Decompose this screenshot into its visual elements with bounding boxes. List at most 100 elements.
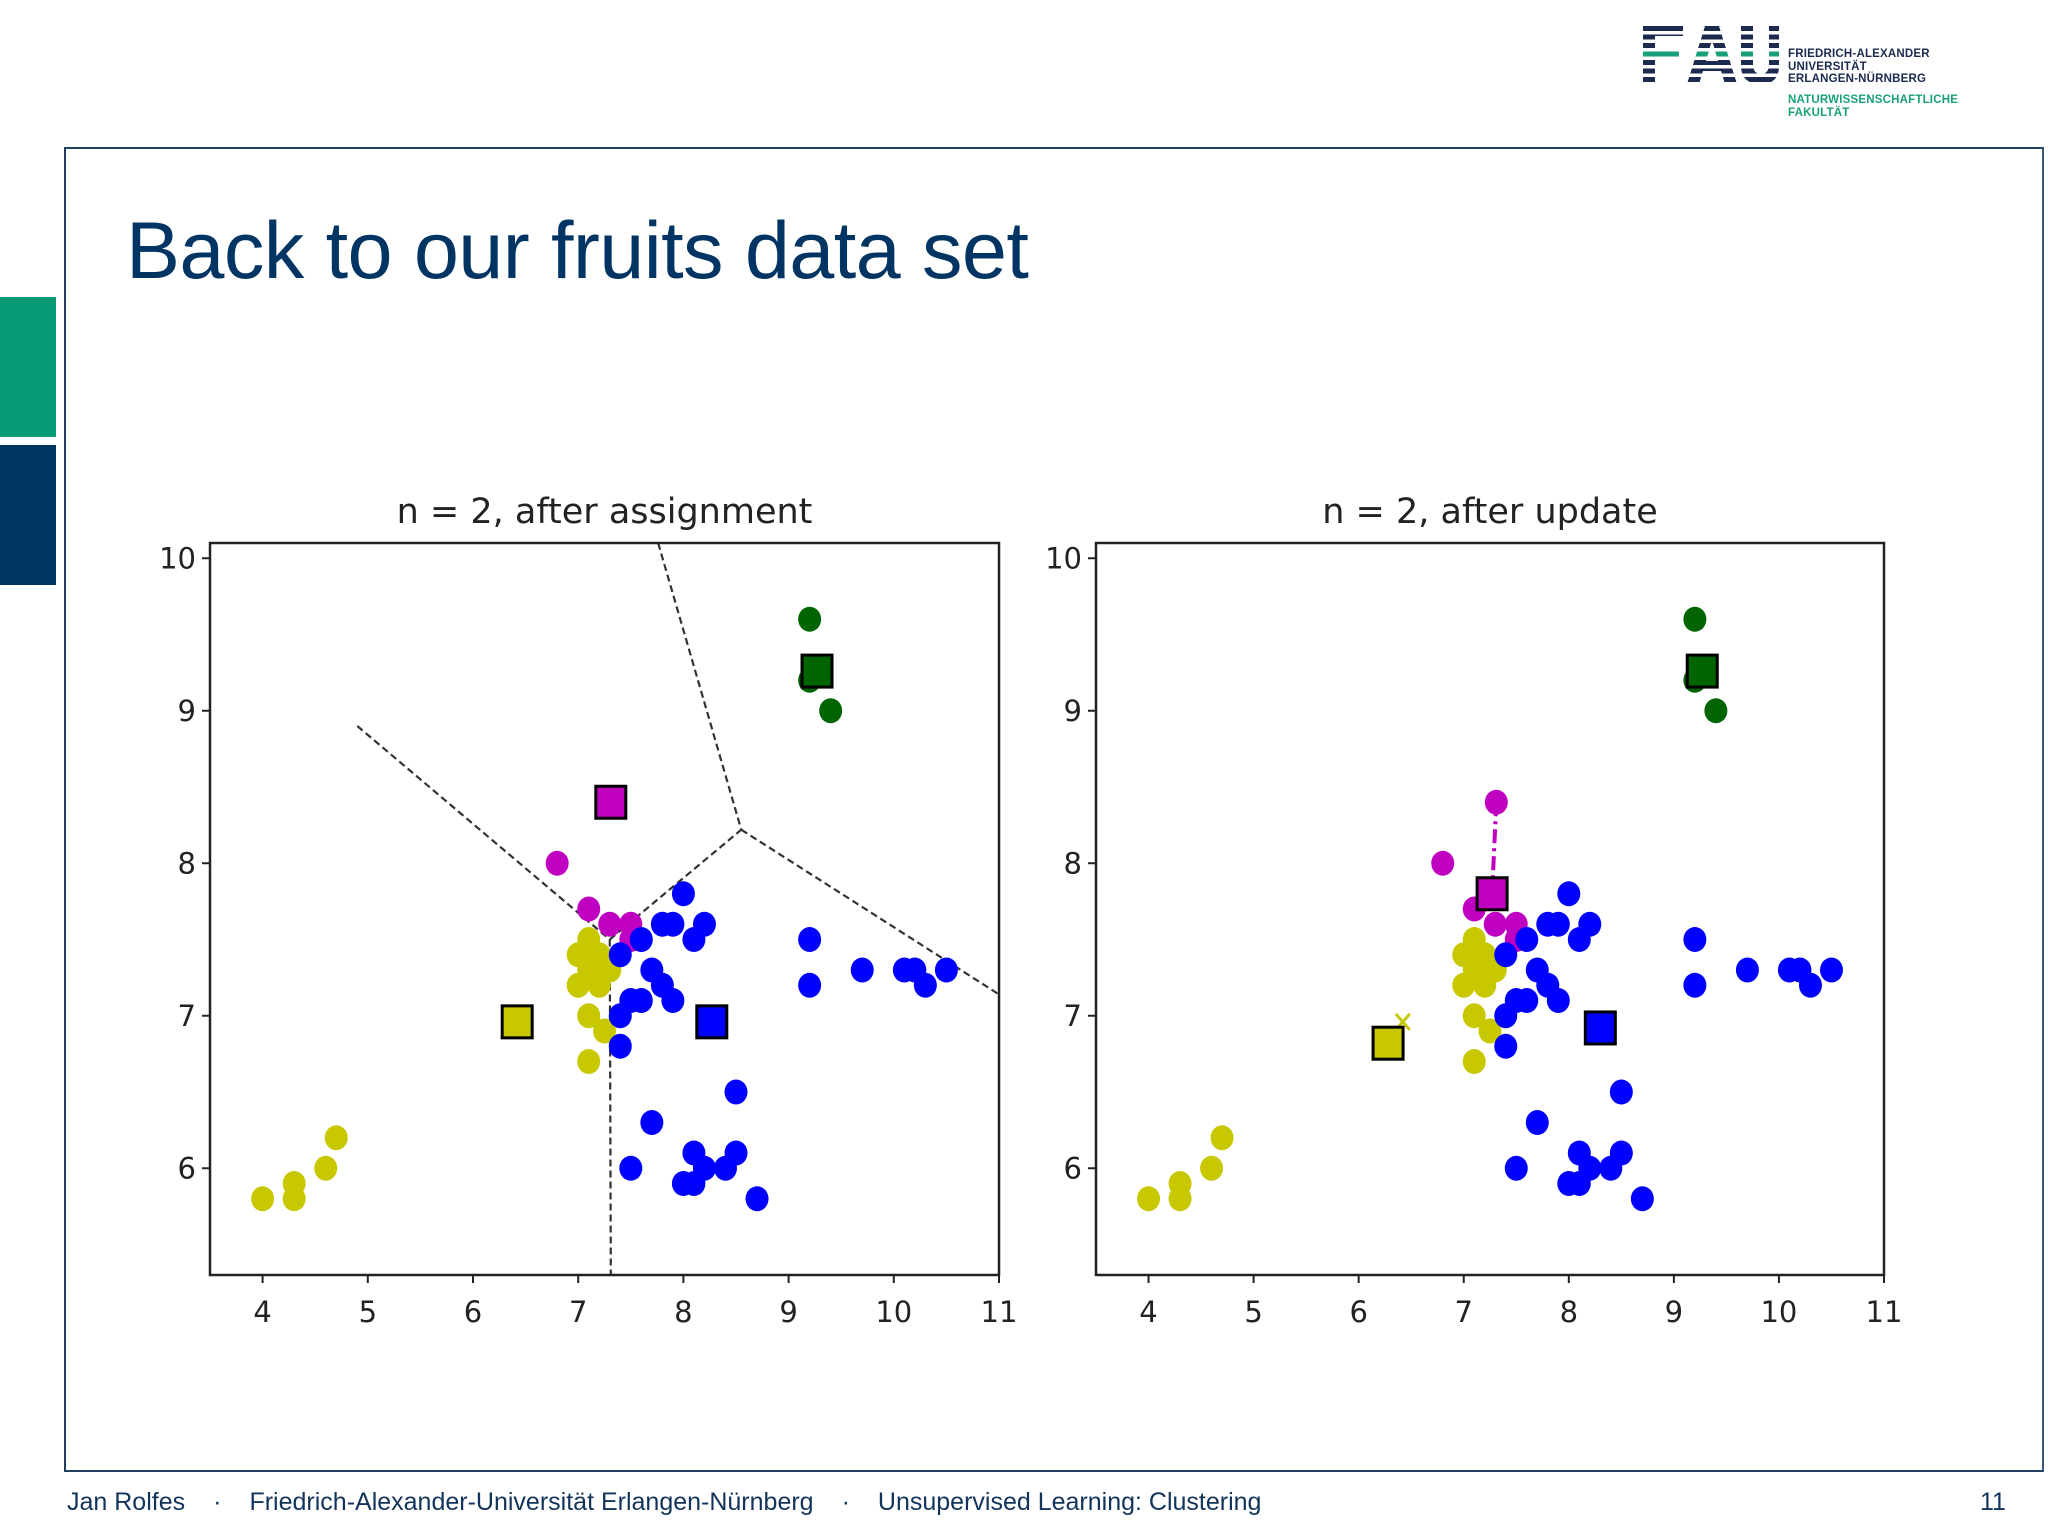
data-point [1515, 988, 1539, 1013]
voronoi-boundary [356, 725, 611, 941]
x-tick-label: 7 [569, 1295, 587, 1329]
y-tick-label: 6 [178, 1151, 196, 1185]
x-tick-label: 10 [875, 1295, 912, 1329]
data-point [682, 1171, 706, 1196]
faculty-name-line: FAKULTÄT [1788, 106, 1850, 119]
slide-title: Back to our fruits data set [126, 206, 1029, 296]
data-point [577, 957, 601, 983]
data-point [640, 1110, 664, 1135]
data-point [1683, 606, 1707, 632]
data-point [619, 1155, 643, 1181]
data-point [1483, 911, 1507, 937]
plot-title: n = 2, after assignment [397, 492, 813, 532]
side-accent-blue [0, 445, 56, 585]
data-point [1210, 1125, 1234, 1151]
scatter-plot-after-update: n = 2, after update 4 5 6 7 8 9 10 11 6 7 8 9 10 [1045, 492, 1902, 1329]
centroid-marker [594, 784, 628, 820]
data-point [324, 1125, 348, 1151]
data-point [1515, 927, 1539, 952]
plot-area [210, 543, 999, 1275]
data-point [1630, 1186, 1654, 1212]
x-tick-label: 9 [779, 1295, 797, 1329]
axes-frame [208, 541, 1001, 1277]
university-name-line: FRIEDRICH-ALEXANDER [1788, 48, 1930, 60]
y-tick-label: 7 [1064, 999, 1082, 1033]
data-point [1819, 957, 1843, 983]
data-point [1567, 1171, 1591, 1196]
footer: Jan Rolfes · Friedrich-Alexander-Univers… [67, 1488, 1261, 1517]
x-tick-label: 4 [253, 1295, 271, 1329]
data-point [593, 1018, 616, 1044]
x-tick-label: 5 [359, 1295, 377, 1329]
data-point [798, 927, 822, 952]
data-point [1546, 911, 1570, 937]
data-point [577, 927, 601, 952]
data-point [1609, 1079, 1633, 1105]
axes-frame [1094, 541, 1886, 1277]
data-point [1431, 850, 1455, 876]
data-point [850, 957, 874, 983]
plot-title: n = 2, after update [1322, 492, 1658, 532]
data-point [934, 957, 958, 983]
x-tick-label: 6 [1349, 1295, 1367, 1329]
data-point [1462, 957, 1486, 983]
y-tick-label: 9 [178, 694, 196, 728]
data-point [282, 1171, 306, 1196]
data-point [1462, 1003, 1486, 1029]
scatter-plot-after-assignment: n = 2, after assignment 4 5 6 7 8 9 10 11 6 7 8 9 10 [159, 492, 1017, 1329]
footer-institution: Friedrich-Alexander-Universität Erlangen… [249, 1488, 814, 1516]
x-tick-label: 6 [464, 1295, 482, 1329]
data-point [724, 1079, 748, 1105]
data-point [1798, 972, 1822, 998]
page-number: 11 [1980, 1488, 2006, 1516]
university-name: FRIEDRICH-ALEXANDER UNIVERSITÄT ERLANGEN… [1788, 48, 1930, 86]
fau-logo: FRIEDRICH-ALEXANDER UNIVERSITÄT ERLANGEN… [1643, 26, 1973, 122]
previous-centroid [1484, 789, 1508, 815]
data-point [913, 972, 937, 998]
data-point [1462, 1049, 1486, 1074]
data-point [745, 1186, 769, 1212]
data-point [661, 988, 685, 1013]
centroid-marker [800, 653, 834, 689]
data-point [629, 927, 653, 952]
university-name-line: UNIVERSITÄT [1788, 60, 1867, 73]
centroid-marker [1685, 653, 1719, 689]
x-tick-label: 8 [674, 1295, 692, 1329]
y-tick-label: 10 [1045, 541, 1082, 575]
x-tick-label: 7 [1455, 1295, 1473, 1329]
data-point [1478, 1018, 1502, 1044]
centroid-marker [1583, 1010, 1617, 1046]
data-point [1137, 1186, 1161, 1212]
voronoi-boundary [657, 542, 743, 831]
faculty-name-line: NATURWISSENSCHAFTLICHE [1788, 94, 1959, 106]
data-point [577, 1003, 601, 1029]
data-point [1200, 1155, 1224, 1181]
footer-author: Jan Rolfes [67, 1488, 186, 1516]
y-tick-label: 9 [1064, 694, 1082, 728]
data-point [798, 606, 822, 632]
data-point [1494, 1033, 1518, 1059]
fau-logo-mark-icon [1643, 26, 1779, 82]
data-point [314, 1155, 338, 1181]
data-point [661, 911, 685, 937]
data-point [1462, 927, 1486, 952]
data-point [798, 972, 822, 998]
data-point [819, 698, 843, 724]
slide-frame [64, 147, 2044, 1472]
data-point [545, 850, 569, 876]
x-tick-label: 8 [1560, 1295, 1578, 1329]
data-point [1504, 1155, 1528, 1181]
data-point [1704, 698, 1728, 724]
voronoi-boundary [608, 939, 612, 1276]
data-point [671, 881, 695, 907]
data-point [1494, 942, 1518, 968]
x-tick-label: 5 [1244, 1295, 1262, 1329]
data-point [1546, 988, 1570, 1013]
x-tick-label: 10 [1760, 1295, 1797, 1329]
y-tick-label: 10 [159, 541, 196, 575]
data-point [1599, 1155, 1623, 1181]
x-tick-label: 9 [1665, 1295, 1683, 1329]
y-tick-label: 7 [178, 999, 196, 1033]
data-point [577, 896, 601, 922]
